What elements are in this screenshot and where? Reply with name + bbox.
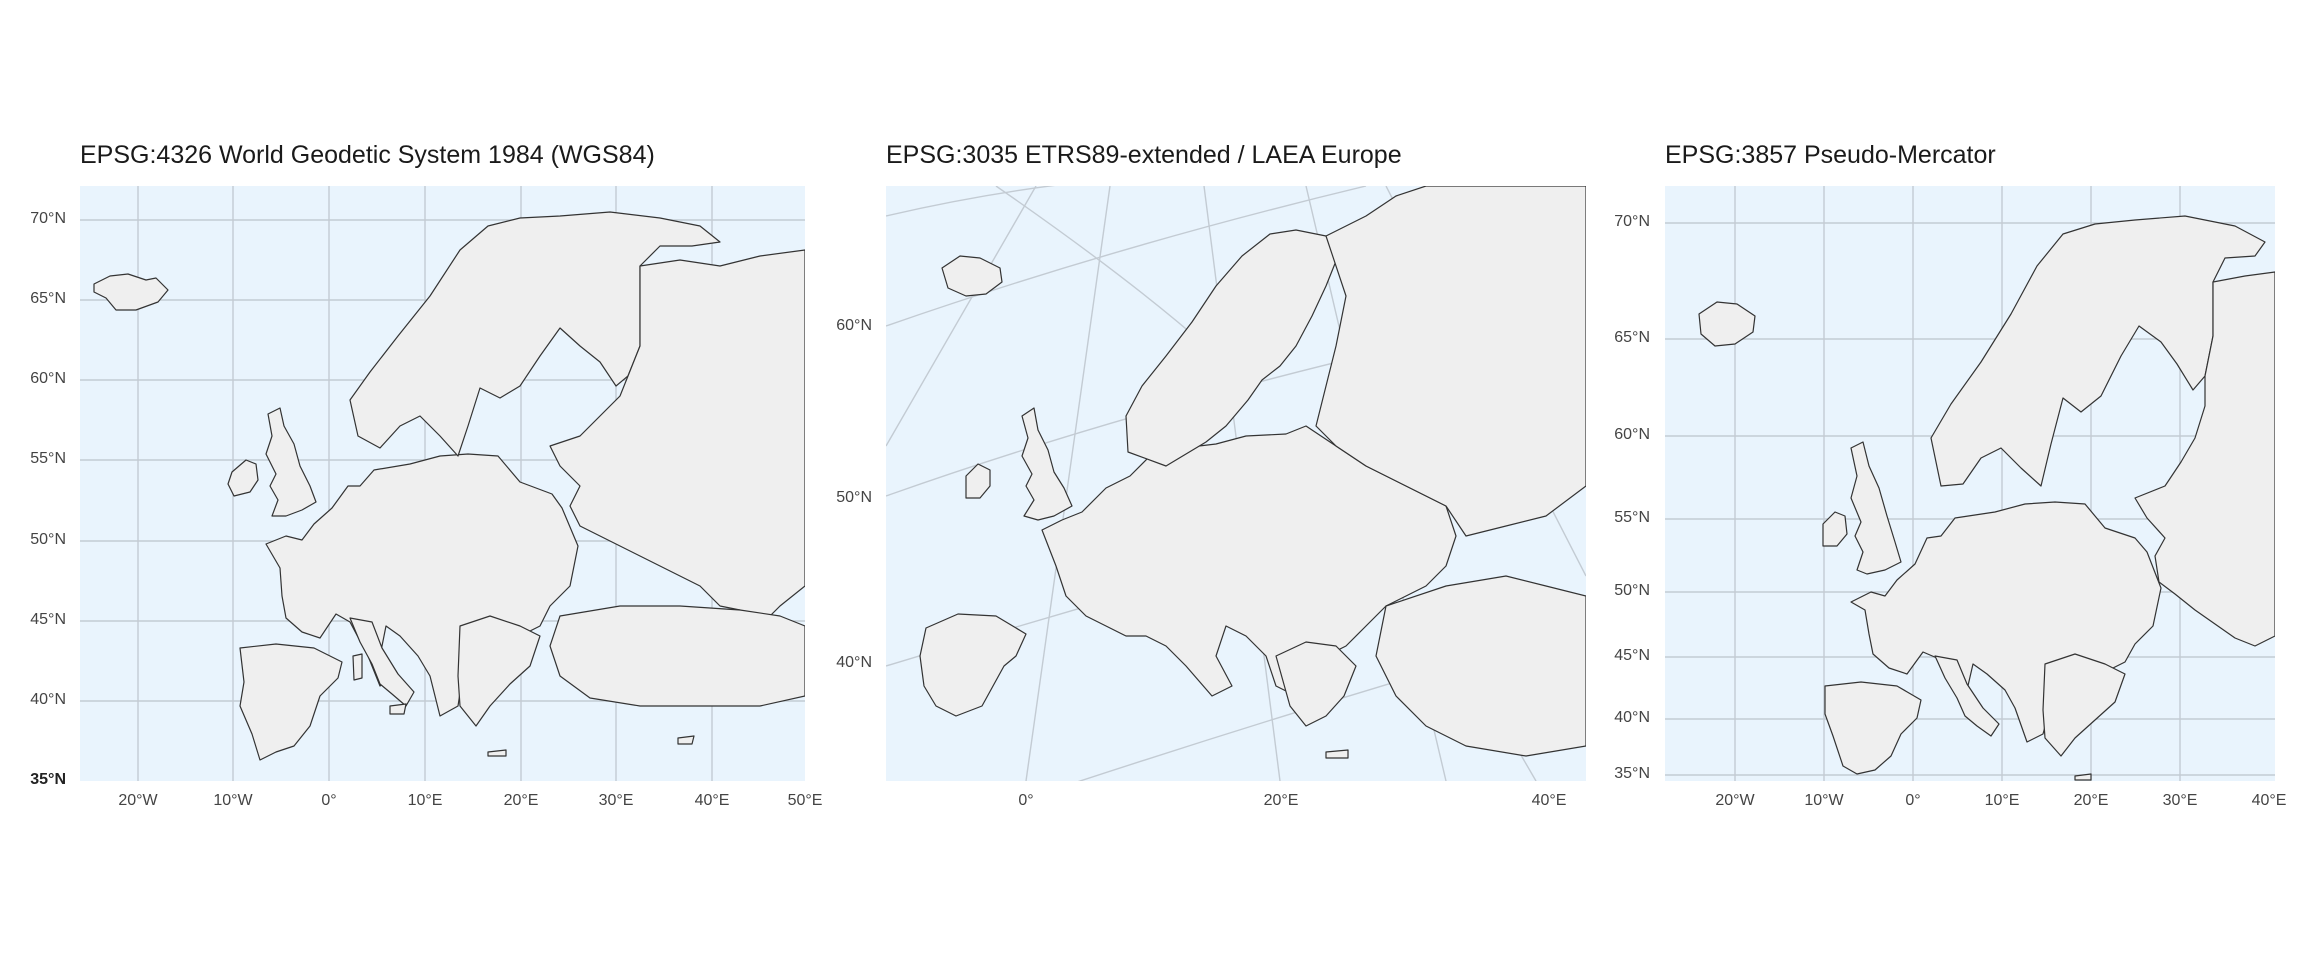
x-tick-label: 0°: [1905, 792, 1921, 809]
map-wgs84[interactable]: [80, 186, 805, 781]
iceland: [1698, 301, 1756, 347]
y-tick-label: 50°N: [1614, 582, 1650, 599]
y-tick-label: 65°N: [1614, 329, 1650, 346]
crete: [487, 749, 507, 757]
iceland: [93, 273, 169, 311]
x-tick-label: 10°W: [1804, 792, 1844, 809]
balkans: [2042, 653, 2126, 757]
sardinia: [352, 653, 363, 681]
eastern-europe: [549, 249, 805, 627]
x-tick-label: 20°W: [118, 792, 158, 809]
y-tick-label: 35°N: [30, 771, 66, 788]
y-tick-label: 55°N: [1614, 509, 1650, 526]
y-tick-label: 40°N: [30, 691, 66, 708]
scandinavia: [1125, 229, 1339, 467]
y-tick-label: 50°N: [836, 489, 872, 506]
x-tick-label: 20°W: [1715, 792, 1755, 809]
x-tick-label: 50°E: [787, 792, 823, 809]
y-tick-label: 60°N: [836, 317, 872, 334]
ireland: [965, 463, 991, 499]
map-mercator[interactable]: [1665, 186, 2275, 781]
x-tick-label: 30°E: [2162, 792, 2198, 809]
x-tick-label: 40°E: [2251, 792, 2287, 809]
mainland: [1041, 425, 1457, 697]
sicily: [389, 703, 407, 715]
panel-title-laea: EPSG:3035 ETRS89-extended / LAEA Europe: [886, 141, 1402, 169]
x-tick-label: 20°E: [2073, 792, 2109, 809]
y-tick-label: 55°N: [30, 450, 66, 467]
x-tick-label: 20°E: [1263, 792, 1299, 809]
map-laea[interactable]: [886, 186, 1586, 781]
y-tick-label: 70°N: [30, 210, 66, 227]
ireland: [227, 459, 259, 497]
countries: [93, 211, 805, 761]
great-britain: [1021, 407, 1073, 521]
anatolia: [1375, 575, 1586, 757]
italy: [1934, 655, 2000, 737]
x-tick-label: 0°: [1018, 792, 1034, 809]
x-tick-label: 10°E: [1984, 792, 2020, 809]
balkans: [1275, 641, 1357, 727]
eastern-europe: [1315, 186, 1586, 537]
x-tick-label: 0°: [321, 792, 337, 809]
y-tick-label: 65°N: [30, 290, 66, 307]
iberia: [239, 643, 343, 761]
great-britain: [265, 407, 317, 517]
panel-title-mercator: EPSG:3857 Pseudo-Mercator: [1665, 141, 1996, 169]
balkans: [457, 615, 541, 727]
x-tick-label: 10°W: [213, 792, 253, 809]
x-tick-label: 40°E: [1531, 792, 1567, 809]
ireland: [1822, 511, 1848, 547]
x-tick-label: 20°E: [503, 792, 539, 809]
iberia: [919, 613, 1027, 717]
y-tick-label: 50°N: [30, 531, 66, 548]
y-tick-label: 60°N: [1614, 426, 1650, 443]
great-britain: [1850, 441, 1902, 575]
countries: [919, 186, 1586, 759]
anatolia: [549, 605, 805, 707]
y-tick-label: 70°N: [1614, 213, 1650, 230]
cyprus: [677, 735, 695, 745]
crete: [1325, 749, 1349, 759]
crete: [2074, 773, 2092, 781]
y-tick-label: 60°N: [30, 370, 66, 387]
countries: [1698, 215, 2275, 781]
y-tick-label: 45°N: [30, 611, 66, 628]
y-tick-label: 40°N: [836, 654, 872, 671]
eastern-europe: [2134, 271, 2275, 647]
y-tick-label: 35°N: [1614, 765, 1650, 782]
y-tick-label: 40°N: [1614, 709, 1650, 726]
iberia: [1824, 681, 1922, 775]
y-tick-label: 45°N: [1614, 647, 1650, 664]
x-tick-label: 10°E: [407, 792, 443, 809]
x-tick-label: 30°E: [598, 792, 634, 809]
x-tick-label: 40°E: [694, 792, 730, 809]
iceland: [941, 255, 1003, 297]
panel-title-wgs84: EPSG:4326 World Geodetic System 1984 (WG…: [80, 141, 655, 169]
